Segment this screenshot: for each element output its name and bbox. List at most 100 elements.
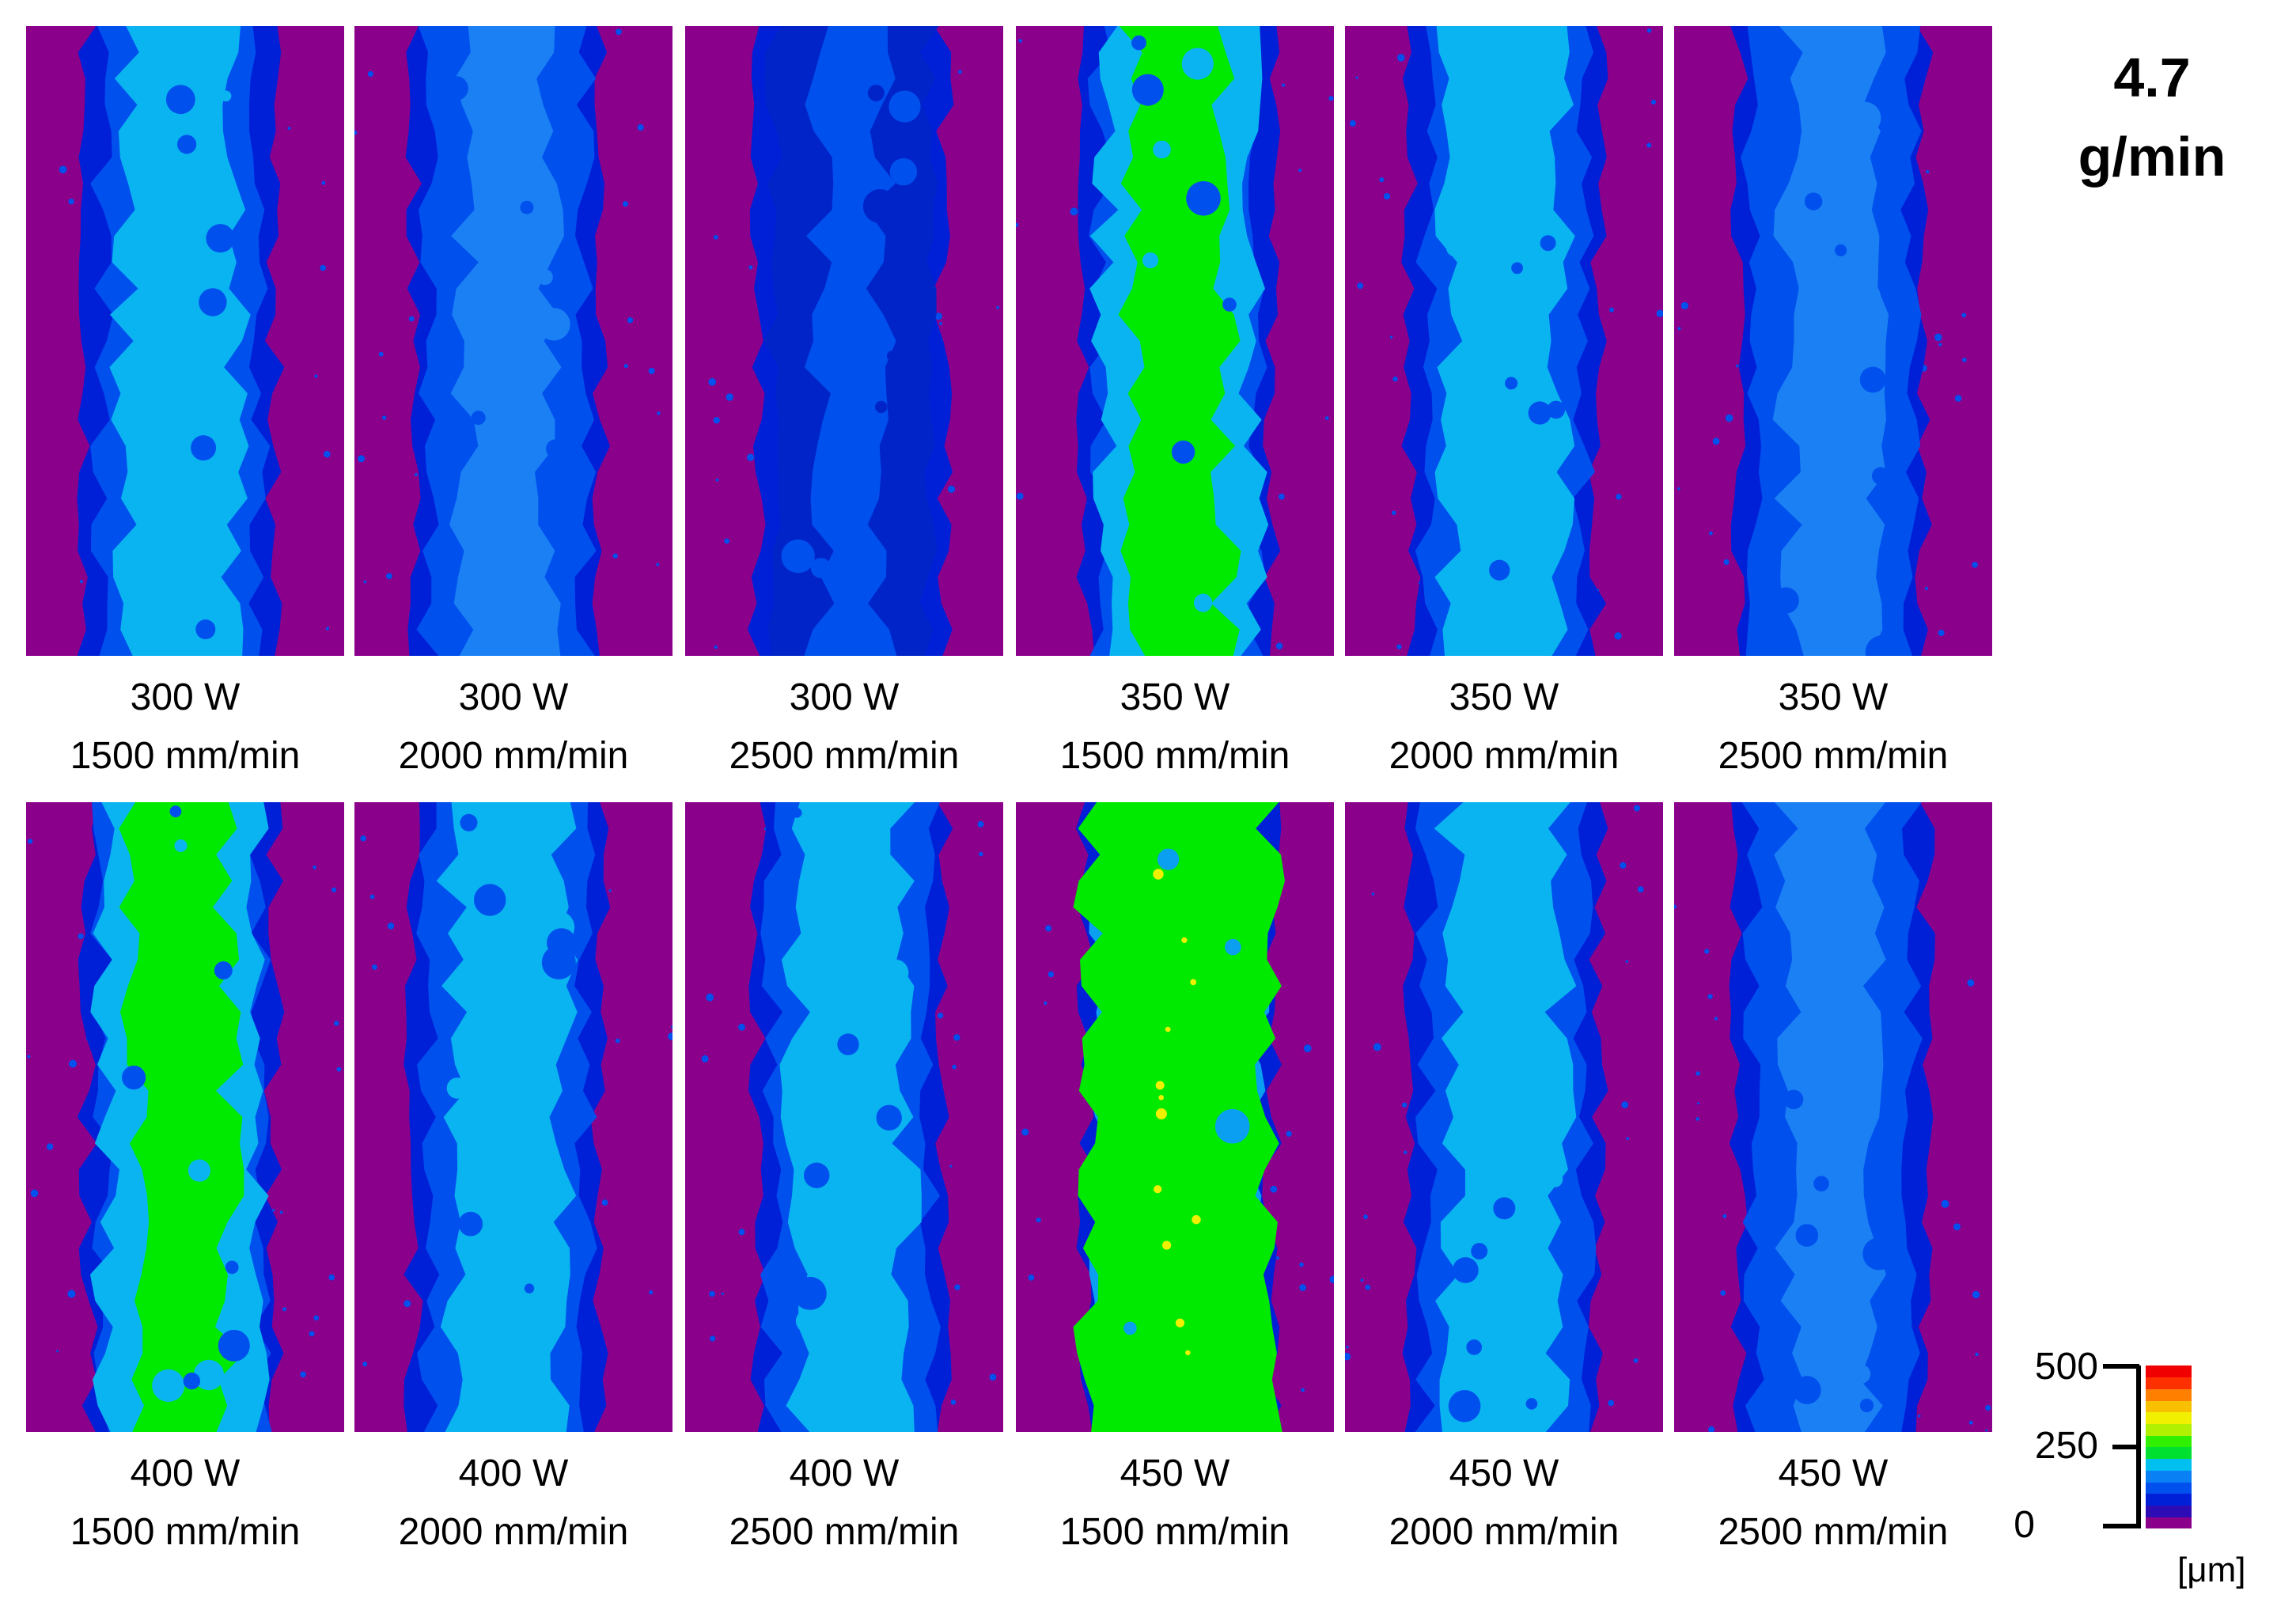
caption-power: 300 W bbox=[789, 676, 900, 718]
track-blob bbox=[1862, 1237, 1896, 1271]
speckle bbox=[1625, 960, 1628, 964]
track-blob bbox=[477, 1168, 510, 1201]
title-line-2: g/min bbox=[2078, 126, 2226, 187]
panel-caption: 400 W 2500 mm/min bbox=[678, 1445, 1010, 1562]
colorbar-segment bbox=[2146, 1377, 2192, 1389]
caption-speed: 2000 mm/min bbox=[1389, 735, 1620, 777]
speckle bbox=[287, 127, 291, 131]
speckle bbox=[1975, 1352, 1979, 1357]
track-blob bbox=[1131, 35, 1146, 51]
caption-speed: 1500 mm/min bbox=[1059, 1511, 1290, 1553]
speckle bbox=[1016, 492, 1024, 500]
speckle bbox=[938, 322, 942, 325]
track-blob bbox=[161, 232, 182, 252]
speckle bbox=[1363, 1214, 1368, 1219]
speckle bbox=[360, 835, 366, 842]
track-blob bbox=[1528, 401, 1552, 425]
speckle bbox=[1704, 949, 1710, 954]
speckle bbox=[713, 417, 720, 424]
track-blob bbox=[1547, 1171, 1563, 1187]
track-blob bbox=[1477, 593, 1506, 622]
track-inner bbox=[779, 802, 922, 1432]
speckle bbox=[989, 1373, 997, 1381]
speckle bbox=[601, 1199, 608, 1206]
speckle bbox=[947, 485, 956, 493]
speckle bbox=[408, 316, 415, 322]
speckle bbox=[279, 1210, 283, 1214]
speckle bbox=[748, 265, 753, 270]
speckle bbox=[949, 1165, 953, 1168]
speckle bbox=[656, 562, 660, 566]
track-blob bbox=[1871, 467, 1890, 485]
speckle bbox=[30, 1189, 39, 1198]
track-blob bbox=[1529, 483, 1553, 506]
track-inner bbox=[1774, 802, 1887, 1432]
track-blob bbox=[199, 288, 227, 316]
caption-speed: 2500 mm/min bbox=[729, 1511, 960, 1553]
speckle bbox=[1346, 1346, 1349, 1349]
speckle bbox=[715, 478, 719, 482]
speckle bbox=[1695, 1117, 1699, 1121]
speckle bbox=[334, 1021, 339, 1026]
track-blob bbox=[1214, 1350, 1226, 1362]
track-blob bbox=[1859, 1398, 1874, 1413]
speckle bbox=[1695, 1071, 1700, 1076]
track-blob bbox=[1848, 101, 1881, 134]
track-blob bbox=[1797, 961, 1822, 987]
speckle bbox=[1275, 642, 1283, 650]
speckle bbox=[979, 851, 983, 857]
speckle bbox=[1926, 169, 1930, 174]
track-blob bbox=[1153, 140, 1171, 159]
speckle bbox=[1677, 327, 1681, 331]
track-blob bbox=[837, 1033, 859, 1055]
speckle bbox=[313, 865, 316, 869]
caption-power: 450 W bbox=[1120, 1453, 1230, 1494]
caption-speed: 1500 mm/min bbox=[1059, 735, 1290, 777]
speckle bbox=[1723, 559, 1730, 566]
speckle bbox=[372, 964, 377, 970]
colorbar-segment bbox=[2146, 1423, 2192, 1436]
speckle bbox=[354, 130, 358, 135]
speckle bbox=[709, 1290, 715, 1297]
colorbar-label-500: 500 bbox=[2034, 1346, 2098, 1388]
panel-caption: 400 W 2000 mm/min bbox=[347, 1445, 680, 1562]
panel-caption: 450 W 2500 mm/min bbox=[1667, 1445, 1999, 1562]
caption-speed: 2500 mm/min bbox=[1718, 735, 1949, 777]
speckle bbox=[282, 1307, 286, 1312]
speckle bbox=[1275, 1256, 1279, 1260]
colorbar-tick-250 bbox=[2112, 1445, 2139, 1449]
speckle bbox=[1712, 437, 1720, 445]
speckle bbox=[958, 70, 962, 74]
speckle bbox=[1349, 119, 1356, 127]
speckle bbox=[1389, 335, 1393, 339]
speckle bbox=[706, 993, 714, 1002]
track-blob bbox=[152, 1369, 185, 1402]
speckle bbox=[1934, 333, 1942, 342]
track-blob bbox=[1461, 1144, 1487, 1171]
speckle bbox=[386, 573, 392, 580]
speckle bbox=[1714, 1017, 1718, 1021]
track-blob bbox=[174, 839, 188, 852]
track-blob bbox=[1502, 1117, 1533, 1148]
colorbar-label-250: 250 bbox=[2034, 1425, 2098, 1467]
speckle bbox=[952, 1064, 957, 1070]
track-blob bbox=[193, 1359, 225, 1391]
speckle bbox=[79, 580, 83, 584]
speckle bbox=[738, 1023, 745, 1031]
track-peak-spot bbox=[1192, 1214, 1201, 1225]
speckle bbox=[1650, 100, 1656, 105]
track-blob bbox=[1505, 377, 1518, 390]
speckle bbox=[950, 1400, 957, 1405]
track-blob bbox=[1181, 47, 1214, 80]
speckle bbox=[1045, 925, 1052, 932]
track-blob bbox=[444, 76, 468, 100]
caption-speed: 2000 mm/min bbox=[398, 735, 629, 777]
speckle bbox=[1961, 312, 1967, 318]
track-blob bbox=[889, 158, 918, 186]
track-blob bbox=[122, 1065, 146, 1090]
track-blob bbox=[524, 1283, 535, 1294]
speckle bbox=[387, 922, 395, 930]
height-map-panel bbox=[26, 26, 344, 656]
speckle bbox=[56, 1350, 59, 1353]
speckle bbox=[1371, 892, 1375, 896]
